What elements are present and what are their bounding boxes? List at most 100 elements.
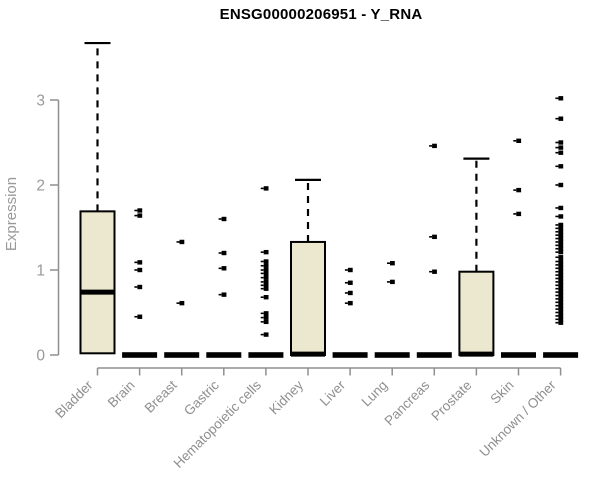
x-category-label: Skin (487, 378, 516, 407)
outlier-point (558, 222, 564, 228)
flat-box-hematopoietic-cells (248, 352, 284, 358)
outlier-point (558, 259, 564, 264)
outlier-point (390, 261, 395, 266)
outlier-point (516, 187, 522, 193)
box-bladder (79, 210, 116, 355)
flat-box-breast (164, 352, 200, 358)
outlier-point (558, 286, 564, 291)
outlier-point (558, 239, 564, 245)
outlier-point (263, 332, 269, 337)
y-tick-label: 2 (36, 178, 45, 195)
outlier-point (263, 249, 269, 255)
outlier-point (263, 259, 269, 264)
box-prostate (458, 270, 495, 357)
x-category-label: Pancreas (381, 377, 432, 428)
flat-box-brain (122, 352, 158, 358)
outlier-point (137, 213, 143, 218)
outlier-point (558, 279, 564, 285)
outlier-point (263, 186, 269, 191)
outlier-point (516, 211, 522, 217)
outlier-point (137, 284, 143, 290)
outlier-point (558, 182, 564, 188)
outlier-point (558, 266, 564, 271)
outlier-point (221, 216, 227, 222)
outlier-point (558, 214, 564, 219)
outlier-point (263, 271, 269, 276)
outlier-point (263, 311, 269, 316)
outlier-point (516, 138, 522, 143)
outlier-point (558, 296, 564, 302)
outlier-point (347, 280, 353, 285)
outlier-point (221, 250, 227, 256)
x-category-label: Prostate (428, 378, 474, 424)
outlier-point (558, 145, 564, 150)
outlier-point (558, 293, 564, 298)
outlier-point (558, 236, 564, 241)
x-category-label: Brain (105, 378, 138, 411)
outlier-point (347, 300, 353, 306)
outlier-point (558, 243, 564, 248)
outlier-point (137, 314, 143, 319)
outlier-point (558, 164, 564, 169)
outlier-point (263, 283, 269, 288)
outlier-point (558, 255, 564, 260)
box-kidney (290, 240, 326, 356)
outlier-point (558, 249, 564, 255)
outlier-point (137, 208, 143, 213)
outlier-point (558, 226, 564, 231)
chart-title: ENSG00000206951 - Y_RNA (219, 6, 423, 23)
outlier-point (263, 295, 269, 300)
x-category-label: Kidney (266, 377, 306, 417)
outlier-point (263, 286, 269, 291)
outlier-point (263, 263, 269, 268)
outlier-point (558, 150, 564, 155)
y-tick-label: 0 (36, 348, 45, 365)
flat-box-liver (332, 352, 368, 358)
outlier-point (558, 310, 564, 315)
flat-box-unknown-other (543, 352, 579, 358)
flat-box-pancreas (416, 352, 452, 358)
outlier-point (263, 315, 269, 320)
x-category-label: Lung (358, 378, 390, 410)
x-category-label: Liver (317, 377, 349, 409)
outlier-point (179, 239, 185, 245)
x-category-label: Unknown / Other (476, 377, 559, 460)
outlier-point (263, 267, 269, 273)
flat-box-skin (501, 352, 536, 358)
outlier-point (558, 269, 564, 274)
outlier-point (347, 267, 353, 273)
outlier-point (179, 300, 185, 306)
outlier-point (558, 283, 564, 288)
y-axis-title: Expression (3, 177, 20, 251)
outlier-point (558, 276, 564, 281)
outlier-point (558, 116, 564, 121)
flat-box-gastric (206, 352, 242, 358)
flat-box-lung (374, 352, 410, 358)
outlier-point (432, 143, 437, 149)
outlier-point (432, 269, 437, 274)
outlier-point (558, 246, 564, 251)
outlier-point (558, 289, 564, 295)
outlier-point (558, 300, 564, 305)
outlier-point (221, 292, 227, 297)
x-category-label: Bladder (52, 377, 96, 421)
outlier-point (558, 272, 564, 278)
outlier-point (263, 279, 269, 285)
outlier-point (558, 232, 564, 238)
outlier-point (558, 320, 564, 325)
outlier-point (137, 267, 143, 273)
outlier-point (558, 306, 564, 312)
outlier-point (558, 229, 564, 234)
outlier-point (390, 279, 395, 285)
outlier-point (432, 234, 437, 240)
outlier-point (558, 262, 564, 268)
outlier-point (558, 313, 564, 319)
outlier-point (558, 317, 564, 322)
outlier-point (263, 319, 269, 325)
x-category-label: Gastric (181, 377, 222, 418)
y-tick-label: 1 (36, 263, 45, 280)
outlier-point (558, 140, 564, 145)
outlier-point (347, 290, 353, 296)
